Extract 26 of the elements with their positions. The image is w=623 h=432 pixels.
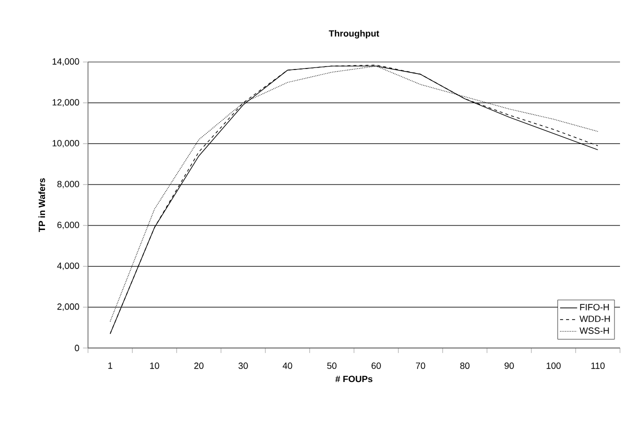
legend-label: FIFO-H — [580, 304, 609, 310]
x-tick-label: 80 — [460, 362, 470, 369]
x-axis-title: # FOUPs — [335, 376, 372, 382]
x-tick-label: 1 — [108, 362, 112, 369]
x-tick-label: 30 — [238, 362, 248, 369]
x-tick-label: 10 — [150, 362, 160, 369]
chart-title: Throughput — [328, 30, 380, 38]
x-tick-label: 60 — [372, 362, 381, 369]
y-tick-label: 10,000 — [52, 140, 80, 148]
y-tick-label: 8,000 — [57, 180, 80, 188]
x-tick-label: 50 — [327, 362, 336, 369]
y-tick-label: 4,000 — [57, 262, 80, 270]
x-tick-label: 100 — [546, 362, 561, 369]
y-axis-title: TP in Wafers — [38, 178, 46, 232]
y-tick-label: 14,000 — [52, 58, 80, 66]
x-tick-label: 40 — [282, 362, 292, 369]
y-tick-label: 6,000 — [57, 222, 80, 230]
x-tick-label: 20 — [194, 362, 204, 369]
y-tick-label: 0 — [74, 344, 80, 352]
legend-label: WSS-H — [580, 327, 609, 334]
y-tick-label: 12,000 — [52, 99, 80, 107]
x-tick-label: 90 — [504, 362, 514, 369]
x-tick-label: 110 — [591, 362, 605, 369]
legend-label: WDD-H — [580, 316, 610, 322]
y-tick-label: 2,000 — [57, 303, 80, 311]
x-tick-label: 70 — [416, 362, 426, 369]
